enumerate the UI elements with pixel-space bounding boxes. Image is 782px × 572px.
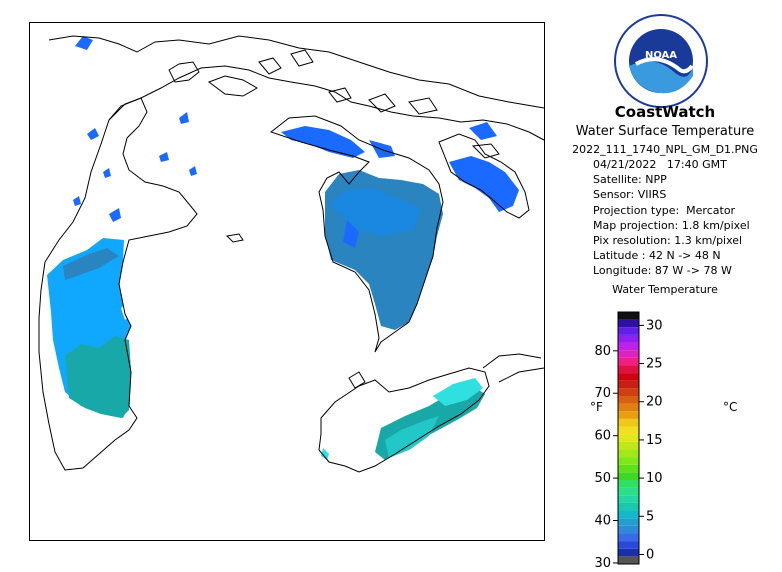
noaa-logo: NOAA [614,14,708,108]
scale-band [618,556,639,564]
scale-band [618,365,639,374]
scale-band [618,418,639,427]
scale-band [618,541,639,549]
fahrenheit-tick-label: 30 [594,556,611,571]
scale-band [618,334,639,343]
scale-band [618,502,639,511]
lake-erie-sst [321,378,485,460]
fahrenheit-tick-label: 50 [594,471,611,486]
fahrenheit-tick-label: 70 [594,386,611,401]
scale-band [618,327,639,335]
celsius-tick-label: 30 [646,318,663,333]
celsius-tick-label: 10 [646,471,663,486]
scale-band [618,357,639,366]
scale-band [618,380,639,389]
celsius-tick-label: 15 [646,433,663,448]
scale-band [618,472,639,480]
metadata-map-projection: Map projection: 1.8 km/pixel [593,218,750,232]
scale-band [618,426,639,435]
scale-band [618,312,639,320]
metadata-satellite: Satellite: NPP [593,173,667,187]
scale-band [618,441,639,450]
lake-michigan-sst [47,238,131,418]
metadata-date: 04/21/2022 17:40 GMT [593,158,727,171]
scale-band [618,396,639,404]
noaa-logo-text: NOAA [645,50,677,61]
metadata-projection-type: Projection type: Mercator [593,203,736,217]
celsius-tick-label: 20 [646,395,663,410]
scale-band [618,319,639,328]
unit-celsius: °C [723,400,737,414]
unit-fahrenheit: °F [590,400,603,414]
scale-band [618,434,639,442]
map-svg [29,22,545,541]
metadata-pix-resolution: Pix resolution: 1.3 km/pixel [593,233,743,247]
celsius-tick-label: 25 [646,357,663,372]
scale-band [618,525,639,534]
water-fragments [73,112,197,222]
scale-title: Water Temperature [612,283,718,296]
scale-band [618,480,639,488]
scale-band [618,464,639,473]
scale-band [618,350,639,358]
scale-band [618,510,639,519]
scale-band [618,411,639,419]
product-title: Water Surface Temperature [575,124,755,139]
scale-band [618,518,639,526]
temperature-scale: 30 40 50 60 70 80 0 5 10 15 20 25 30 °F °C [560,300,782,572]
scale-bar-frame [617,311,640,565]
sst-map [29,22,545,541]
fahrenheit-tick-label: 80 [594,344,611,359]
celsius-tick-label: 0 [646,547,654,562]
metadata-longitude: Longitude: 87 W -> 78 W [593,264,732,278]
scale-band [618,533,639,542]
scale-band [618,388,639,396]
lake-huron-sst [75,36,519,330]
scale-band [618,548,639,557]
scale-band [618,373,639,381]
brand-title: CoastWatch [614,103,716,121]
metadata-latitude: Latitude : 42 N -> 48 N [593,249,721,263]
metadata-list: 04/21/2022 17:40 GMT Satellite: NPP Sens… [593,157,782,279]
fahrenheit-tick-label: 60 [594,429,611,444]
fahrenheit-tick-label: 40 [594,514,611,529]
scale-band [618,449,639,458]
scale-band [618,495,639,503]
metadata-sensor: Sensor: VIIRS [593,188,667,202]
coastlines [38,35,545,473]
scale-band [618,403,639,412]
scale-band [618,457,639,465]
file-name: 2022_111_1740_NPL_GM_D1.PNG [572,143,758,156]
scale-svg: 30 40 50 60 70 80 0 5 10 15 20 25 30 °F °C [590,311,737,571]
celsius-tick-label: 5 [646,509,654,524]
scale-band [618,487,639,496]
scale-band [618,342,639,351]
